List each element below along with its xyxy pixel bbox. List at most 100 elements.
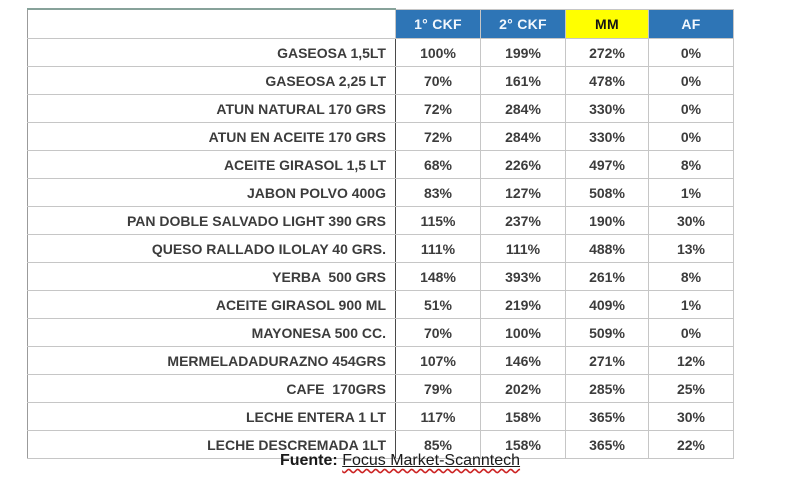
product-name-cell: ATUN EN ACEITE 170 GRS <box>27 122 396 151</box>
value-cell: 30% <box>648 206 734 235</box>
value-cell: 509% <box>565 318 649 347</box>
value-cell: 226% <box>480 150 566 179</box>
value-cell: 158% <box>480 430 566 459</box>
value-cell: 111% <box>480 234 566 263</box>
value-cell: 330% <box>565 122 649 151</box>
value-cell: 219% <box>480 290 566 319</box>
value-cell: 284% <box>480 122 566 151</box>
product-name-cell: ACEITE GIRASOL 1,5 LT <box>27 150 396 179</box>
value-cell: 0% <box>648 318 734 347</box>
product-name-cell: MAYONESA 500 CC. <box>27 318 396 347</box>
value-cell: 72% <box>395 122 481 151</box>
value-cell: 199% <box>480 38 566 67</box>
value-cell: 0% <box>648 66 734 95</box>
table-body: GASEOSA 1,5LT 100% 199% 272% 0% GASEOSA … <box>27 38 734 459</box>
table-row: GASEOSA 1,5LT 100% 199% 272% 0% <box>27 38 734 67</box>
value-cell: 365% <box>565 402 649 431</box>
product-name-cell: MERMELADADURAZNO 454GRS <box>27 346 396 375</box>
source-link-text: Focus Market-Scanntech <box>342 452 521 469</box>
value-cell: 111% <box>395 234 481 263</box>
value-cell: 1% <box>648 178 734 207</box>
value-cell: 100% <box>480 318 566 347</box>
value-cell: 0% <box>648 38 734 67</box>
value-cell: 25% <box>648 374 734 403</box>
value-cell: 409% <box>565 290 649 319</box>
value-cell: 107% <box>395 346 481 375</box>
product-name-cell: GASEOSA 2,25 LT <box>27 66 396 95</box>
table-row: ATUN NATURAL 170 GRS 72% 284% 330% 0% <box>27 94 734 123</box>
value-cell: 100% <box>395 38 481 67</box>
value-cell: 271% <box>565 346 649 375</box>
value-cell: 284% <box>480 94 566 123</box>
table-row: MAYONESA 500 CC. 70% 100% 509% 0% <box>27 318 734 347</box>
value-cell: 497% <box>565 150 649 179</box>
value-cell: 72% <box>395 94 481 123</box>
value-cell: 0% <box>648 122 734 151</box>
value-cell: 79% <box>395 374 481 403</box>
value-cell: 8% <box>648 150 734 179</box>
value-cell: 365% <box>565 430 649 459</box>
product-name-cell: LECHE DESCREMADA 1LT <box>27 430 396 459</box>
source-link[interactable]: Focus Market-Scanntech <box>342 452 520 469</box>
value-cell: 272% <box>565 38 649 67</box>
value-cell: 12% <box>648 346 734 375</box>
column-header-2ckf: 2° CKF <box>480 8 566 39</box>
table-row: ACEITE GIRASOL 900 ML 51% 219% 409% 1% <box>27 290 734 319</box>
value-cell: 1% <box>648 290 734 319</box>
value-cell: 22% <box>648 430 734 459</box>
product-name-cell: LECHE ENTERA 1 LT <box>27 402 396 431</box>
value-cell: 51% <box>395 290 481 319</box>
value-cell: 68% <box>395 150 481 179</box>
product-name-cell: ATUN NATURAL 170 GRS <box>27 94 396 123</box>
value-cell: 8% <box>648 262 734 291</box>
product-name-cell: ACEITE GIRASOL 900 ML <box>27 290 396 319</box>
value-cell: 508% <box>565 178 649 207</box>
table-header: 1° CKF 2° CKF MM AF <box>27 8 734 39</box>
column-header-af: AF <box>648 8 734 39</box>
corner-header-cell <box>27 8 396 39</box>
column-header-mm: MM <box>565 8 649 39</box>
value-cell: 115% <box>395 206 481 235</box>
product-name-cell: PAN DOBLE SALVADO LIGHT 390 GRS <box>27 206 396 235</box>
table-row: ATUN EN ACEITE 170 GRS 72% 284% 330% 0% <box>27 122 734 151</box>
value-cell: 117% <box>395 402 481 431</box>
value-cell: 146% <box>480 346 566 375</box>
table-row: PAN DOBLE SALVADO LIGHT 390 GRS 115% 237… <box>27 206 734 235</box>
value-cell: 70% <box>395 66 481 95</box>
value-cell: 488% <box>565 234 649 263</box>
source-caption: Fuente: Focus Market-Scanntech <box>0 452 800 470</box>
source-label: Fuente: <box>279 452 338 469</box>
value-cell: 285% <box>565 374 649 403</box>
value-cell: 237% <box>480 206 566 235</box>
value-cell: 30% <box>648 402 734 431</box>
table-row: QUESO RALLADO ILOLAY 40 GRS. 111% 111% 4… <box>27 234 734 263</box>
product-name-cell: JABON POLVO 400G <box>27 178 396 207</box>
product-name-cell: CAFE 170GRS <box>27 374 396 403</box>
value-cell: 161% <box>480 66 566 95</box>
table-row: ACEITE GIRASOL 1,5 LT 68% 226% 497% 8% <box>27 150 734 179</box>
column-header-1ckf: 1° CKF <box>395 8 481 39</box>
table-row: LECHE ENTERA 1 LT 117% 158% 365% 30% <box>27 402 734 431</box>
table-row: CAFE 170GRS 79% 202% 285% 25% <box>27 374 734 403</box>
product-name-cell: GASEOSA 1,5LT <box>27 38 396 67</box>
value-cell: 13% <box>648 234 734 263</box>
value-cell: 158% <box>480 402 566 431</box>
table-row: GASEOSA 2,25 LT 70% 161% 478% 0% <box>27 66 734 95</box>
value-cell: 83% <box>395 178 481 207</box>
table-row: YERBA 500 GRS 148% 393% 261% 8% <box>27 262 734 291</box>
table-row: MERMELADADURAZNO 454GRS 107% 146% 271% 1… <box>27 346 734 375</box>
value-cell: 393% <box>480 262 566 291</box>
value-cell: 261% <box>565 262 649 291</box>
table-row: JABON POLVO 400G 83% 127% 508% 1% <box>27 178 734 207</box>
product-name-cell: YERBA 500 GRS <box>27 262 396 291</box>
value-cell: 330% <box>565 94 649 123</box>
value-cell: 190% <box>565 206 649 235</box>
price-comparison-table: 1° CKF 2° CKF MM AF GASEOSA 1,5LT 100% 1… <box>27 8 734 459</box>
product-name-cell: QUESO RALLADO ILOLAY 40 GRS. <box>27 234 396 263</box>
value-cell: 70% <box>395 318 481 347</box>
value-cell: 85% <box>395 430 481 459</box>
header-row: 1° CKF 2° CKF MM AF <box>27 8 734 39</box>
value-cell: 478% <box>565 66 649 95</box>
value-cell: 148% <box>395 262 481 291</box>
